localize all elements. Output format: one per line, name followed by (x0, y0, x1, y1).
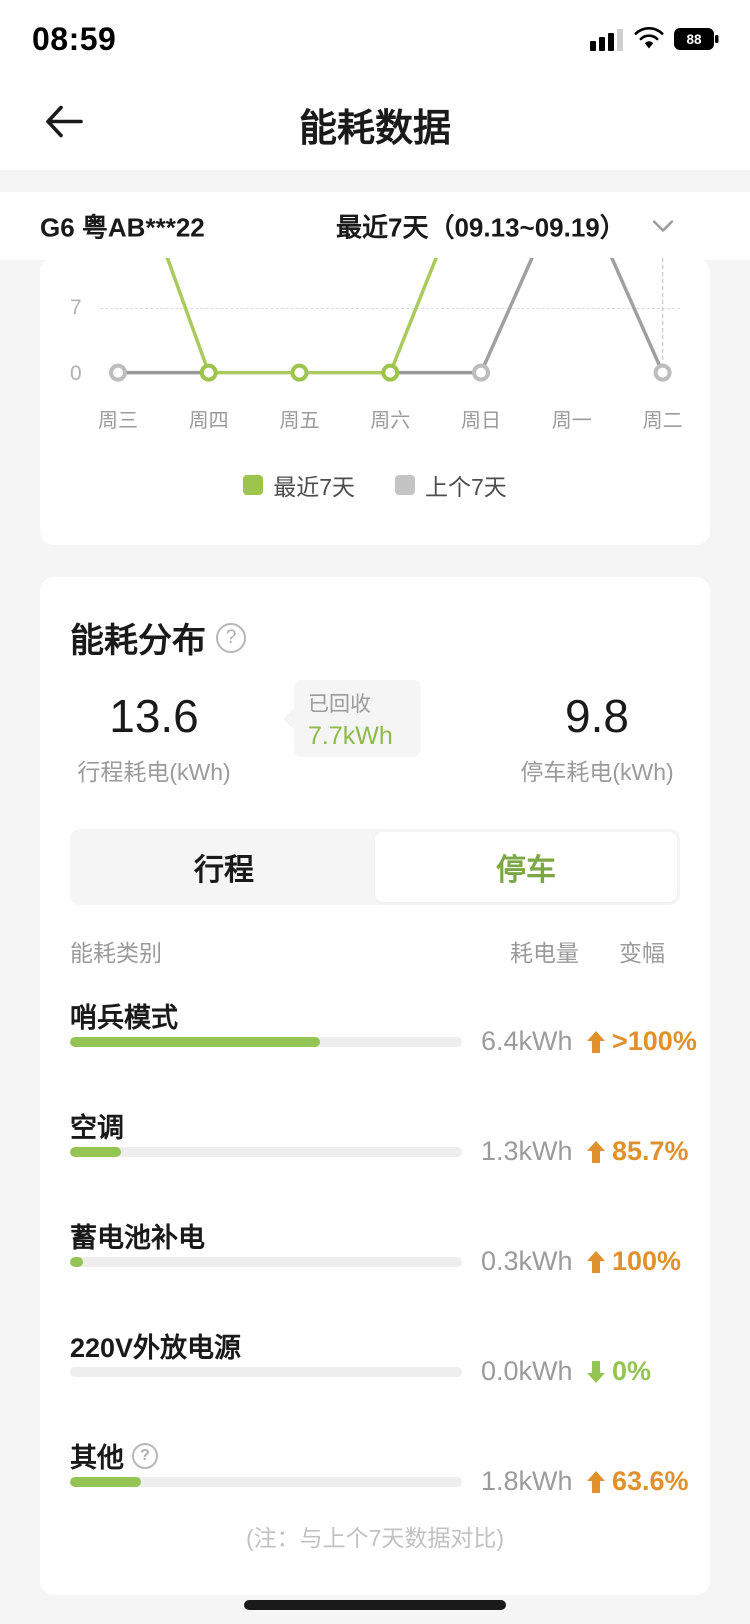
svg-text:88: 88 (686, 32, 702, 47)
